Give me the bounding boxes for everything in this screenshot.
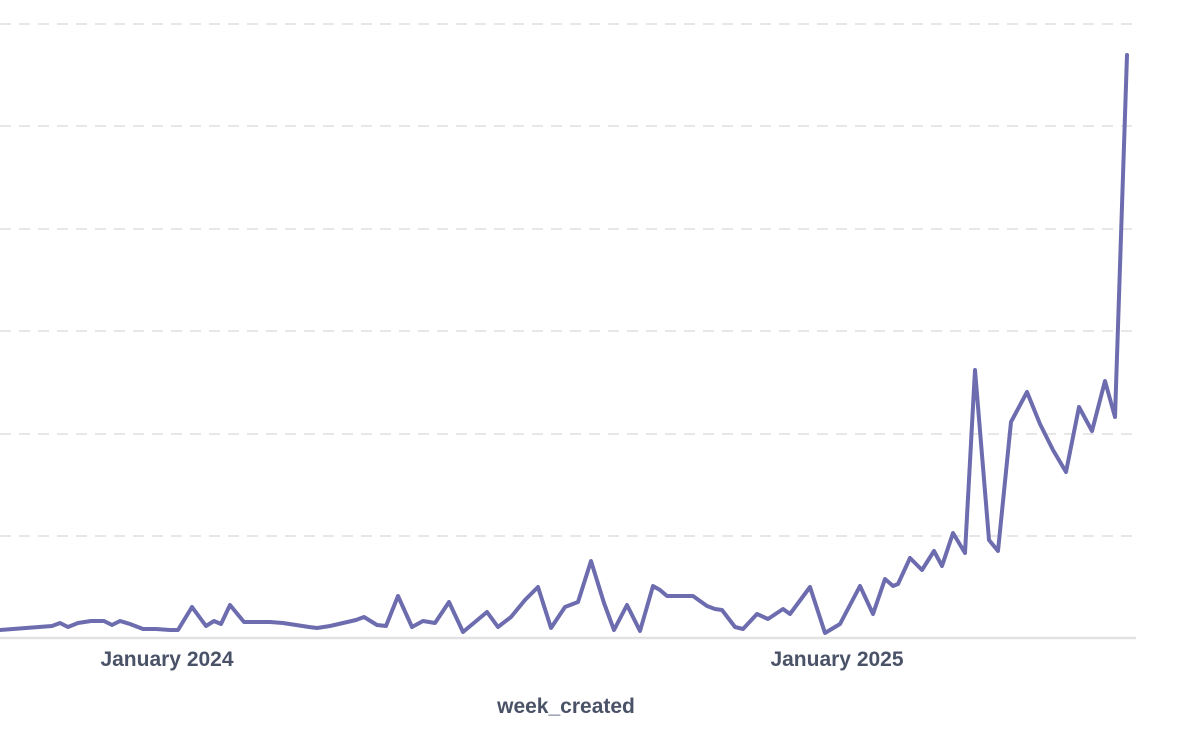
- x-tick-january-2024: January 2024: [100, 648, 234, 671]
- x-axis-title: week_created: [497, 695, 635, 718]
- x-tick-january-2025: January 2025: [770, 648, 904, 671]
